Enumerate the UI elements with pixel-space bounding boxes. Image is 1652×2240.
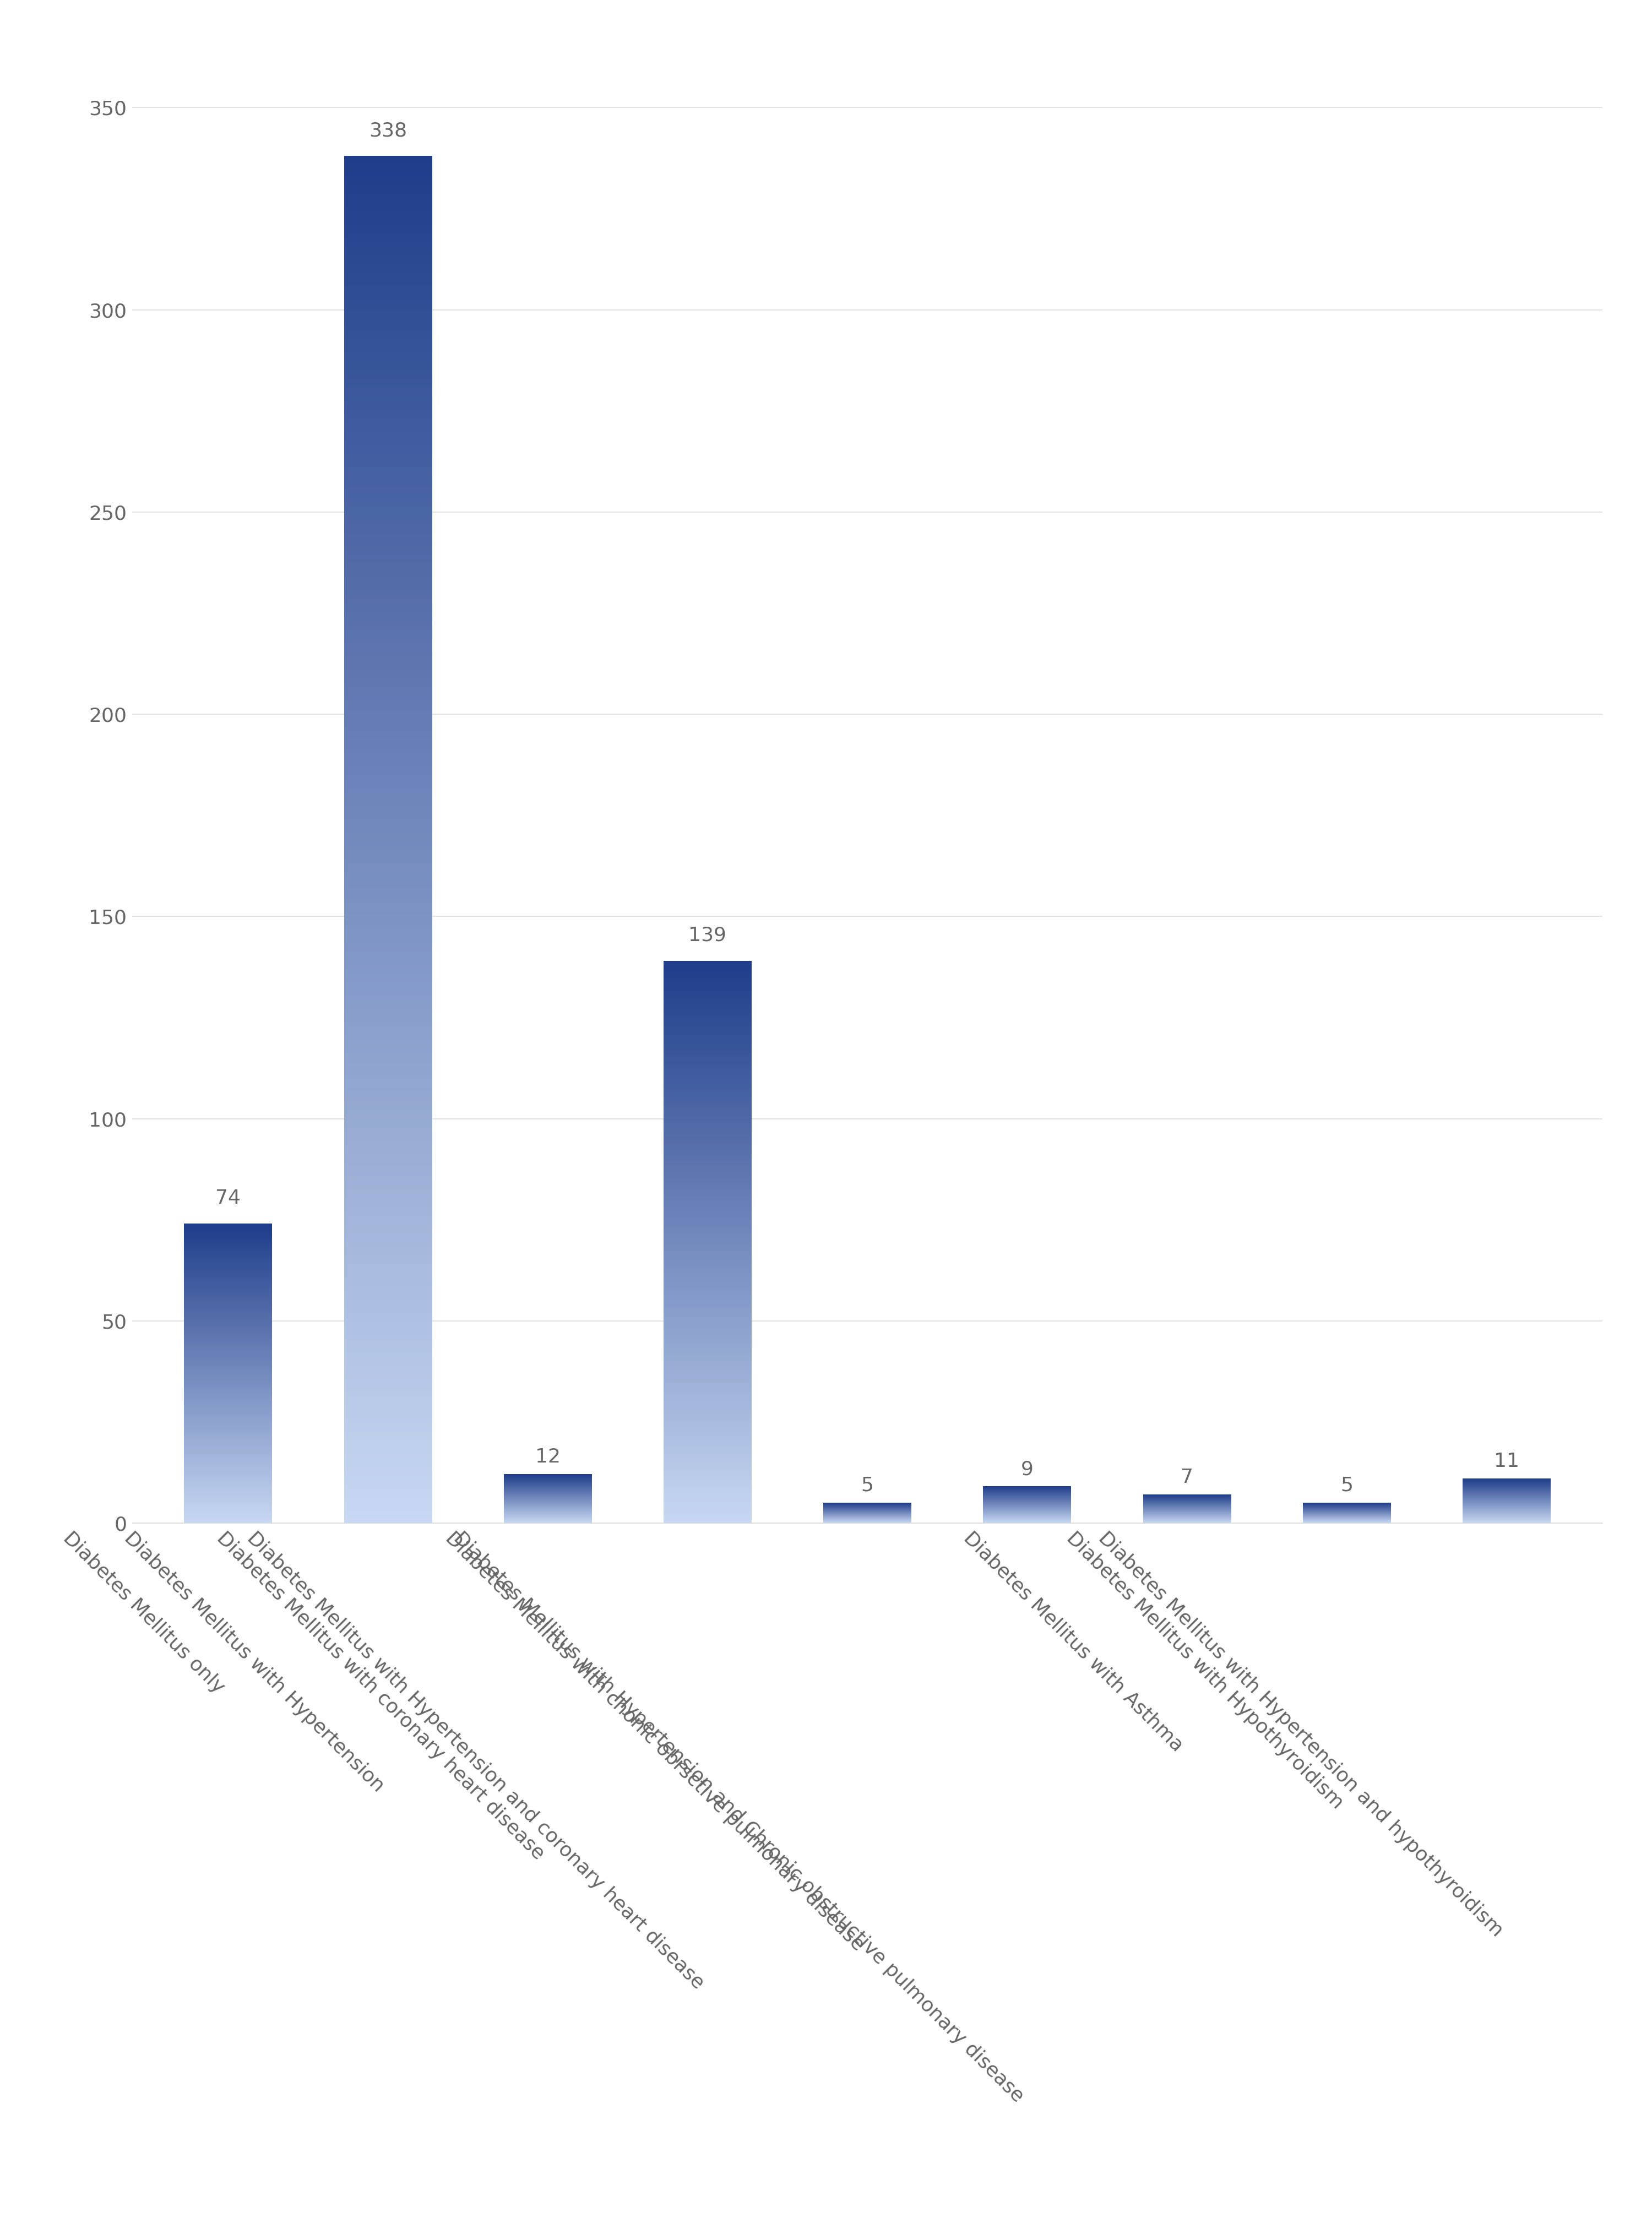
Text: 7: 7 (1181, 1467, 1193, 1487)
Text: 11: 11 (1493, 1452, 1520, 1472)
Text: 139: 139 (689, 925, 727, 945)
Text: 74: 74 (215, 1189, 241, 1207)
Text: 5: 5 (861, 1476, 874, 1494)
Text: 12: 12 (535, 1447, 560, 1467)
Text: 5: 5 (1340, 1476, 1353, 1494)
Text: 338: 338 (368, 121, 406, 139)
Text: 9: 9 (1021, 1460, 1034, 1478)
